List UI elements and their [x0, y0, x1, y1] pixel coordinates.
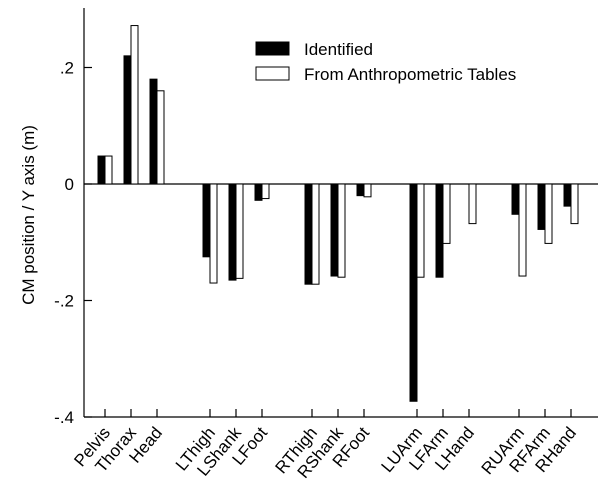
- bar-anthropometric-lfarm: [442, 183, 451, 244]
- bar-anthropometric-lthigh: [209, 183, 218, 284]
- bar-identified-ruarm: [511, 183, 520, 215]
- bar-identified-thorax: [123, 55, 132, 185]
- bar-anthropometric-rfarm: [544, 183, 553, 244]
- legend-label-identified: Identified: [304, 40, 373, 59]
- bars: [97, 25, 579, 402]
- bar-identified-luarm: [409, 183, 418, 402]
- bar-anthropometric-lfoot: [261, 183, 270, 200]
- bar-identified-lfoot: [254, 183, 263, 201]
- bar-anthropometric-ruarm: [518, 183, 527, 277]
- bar-identified-pelvis: [97, 155, 106, 185]
- bar-identified-rthigh: [304, 183, 313, 285]
- y-tick-label: -.4: [54, 408, 74, 427]
- bar-identified-rhand: [563, 183, 572, 207]
- y-tick-label: -.2: [54, 292, 74, 311]
- bar-identified-lfarm: [435, 183, 444, 278]
- bar-anthropometric-rthigh: [311, 183, 320, 285]
- y-tick-label: 0: [65, 175, 74, 194]
- bar-identified-head: [149, 78, 158, 185]
- bar-anthropometric-rfoot: [363, 183, 372, 198]
- legend-swatch-identified: [255, 41, 290, 56]
- bar-identified-rfarm: [537, 183, 546, 230]
- bar-anthropometric-lhand: [468, 183, 477, 225]
- bar-anthropometric-thorax: [130, 25, 139, 185]
- bar-identified-rshank: [330, 183, 339, 277]
- y-tick-label: .2: [60, 59, 74, 78]
- bar-identified-lshank: [228, 183, 237, 281]
- bar-identified-rfoot: [356, 183, 365, 197]
- legend-label-anthropometric: From Anthropometric Tables: [304, 65, 516, 84]
- bar-identified-lthigh: [202, 183, 211, 258]
- bar-anthropometric-rhand: [570, 183, 579, 225]
- legend-swatch-anthropometric: [255, 66, 290, 81]
- bar-anthropometric-pelvis: [104, 155, 113, 185]
- bar-anthropometric-luarm: [416, 183, 425, 278]
- bar-anthropometric-head: [156, 90, 165, 185]
- legend: Identified From Anthropometric Tables: [255, 40, 516, 84]
- bar-anthropometric-lshank: [235, 183, 244, 279]
- y-axis-label: CM position / Y axis (m): [19, 125, 38, 305]
- bar-anthropometric-rshank: [337, 183, 346, 278]
